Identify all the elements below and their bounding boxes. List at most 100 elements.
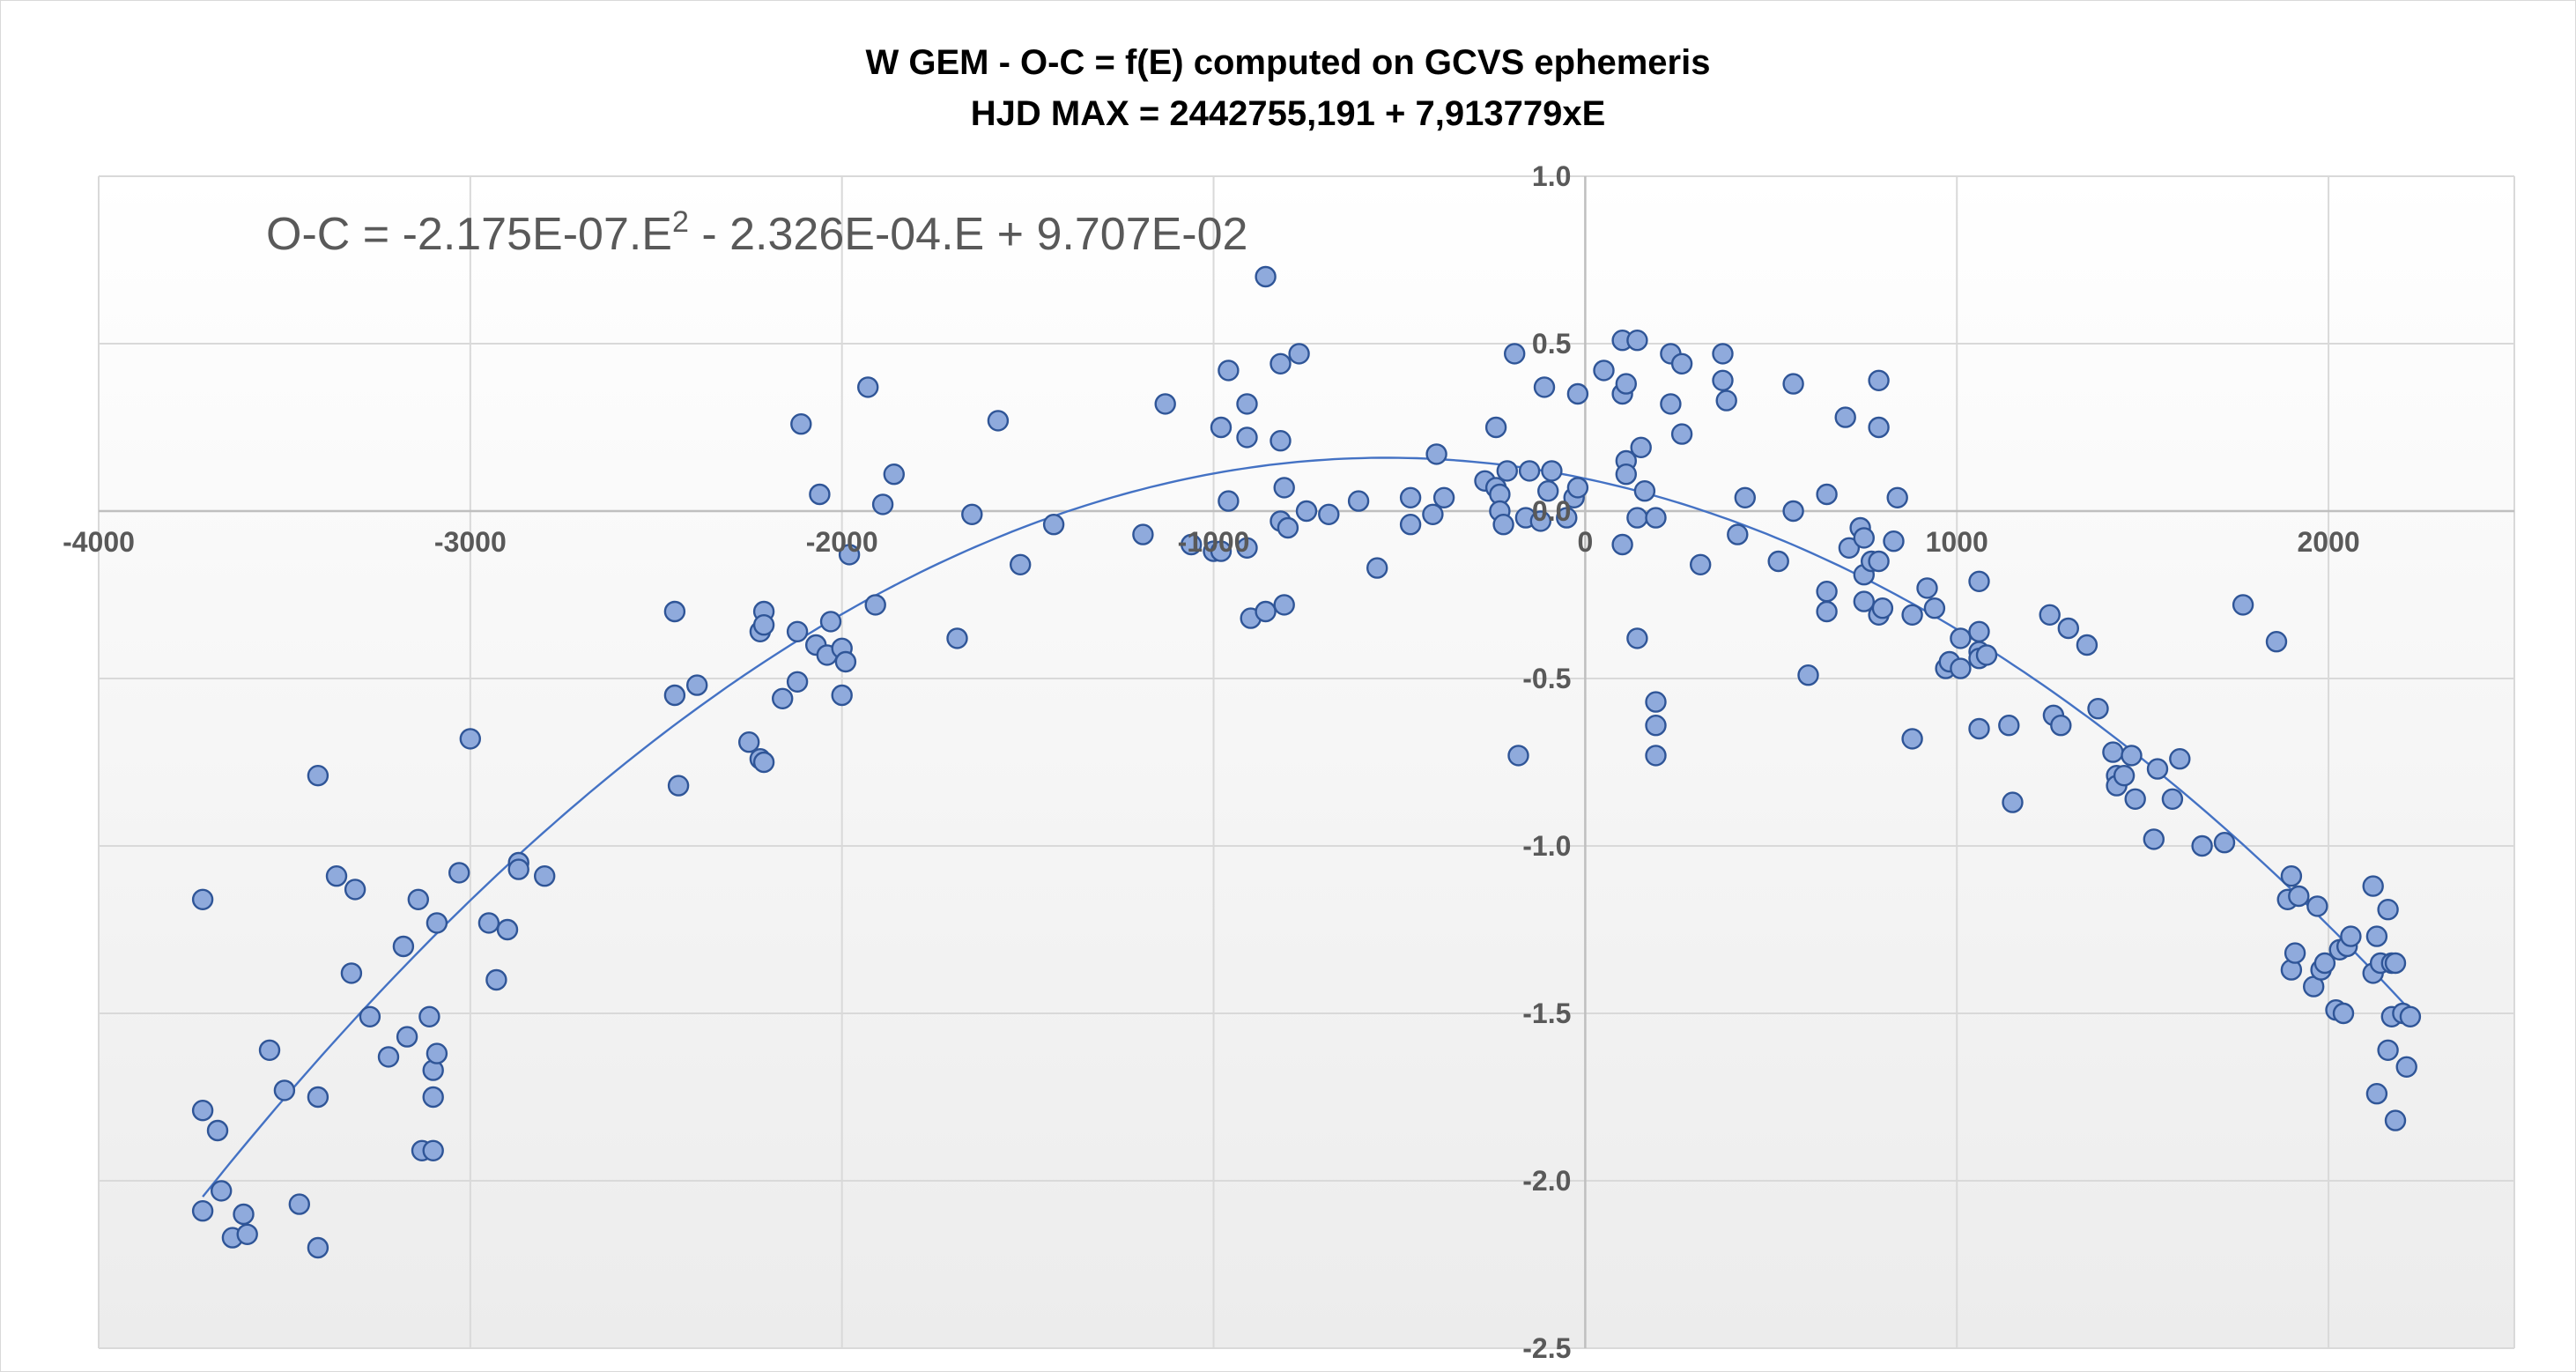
data-point: [738, 731, 760, 753]
data-point: [2306, 895, 2328, 917]
data-point: [1868, 416, 1890, 439]
data-point: [396, 1026, 418, 1048]
data-point: [1484, 416, 1507, 439]
equation-exponent: 2: [672, 205, 689, 239]
data-point: [2113, 765, 2136, 787]
trendline-equation: O-C = -2.175E-07.E2 - 2.326E-04.E + 9.70…: [266, 205, 1247, 260]
data-point: [307, 1236, 329, 1259]
data-point: [477, 912, 500, 934]
data-point: [1797, 664, 1819, 686]
data-point: [663, 600, 686, 623]
data-point: [1347, 490, 1370, 512]
data-point: [1853, 590, 1876, 612]
data-point: [2039, 604, 2061, 626]
data-point: [206, 1119, 229, 1142]
data-point: [1630, 436, 1652, 458]
x-tick-label: 0: [1577, 526, 1593, 558]
data-point: [1660, 393, 1682, 415]
data-point: [786, 620, 809, 642]
data-point: [2146, 758, 2169, 780]
data-point: [2213, 832, 2236, 854]
data-point: [2087, 698, 2109, 720]
data-point: [1318, 503, 1340, 525]
data-point: [987, 410, 1010, 432]
data-point: [1834, 406, 1856, 428]
data-point: [392, 935, 415, 958]
data-point: [883, 464, 905, 486]
data-point: [359, 1005, 381, 1028]
chart-title-line2: HJD MAX = 2442755,191 + 7,913779xE: [971, 94, 1606, 133]
data-point: [418, 1005, 440, 1028]
data-point: [1767, 550, 1789, 573]
data-point: [2340, 925, 2362, 947]
data-point: [1816, 483, 1838, 506]
data-point: [1611, 533, 1633, 556]
data-point: [1689, 553, 1712, 575]
data-point: [1645, 691, 1667, 713]
data-point: [2332, 1002, 2355, 1025]
x-tick-label: -2000: [806, 526, 878, 558]
y-tick-label: -2.5: [1522, 1332, 1571, 1364]
y-tick-label: 0.5: [1532, 328, 1571, 360]
data-point: [1968, 717, 1990, 740]
data-point: [1422, 503, 1444, 525]
data-point: [1503, 343, 1526, 365]
data-point: [2313, 952, 2336, 975]
data-point: [2384, 952, 2407, 975]
data-point: [2191, 834, 2213, 857]
data-point: [1670, 352, 1693, 375]
data-point: [325, 865, 348, 887]
data-point: [1626, 330, 1648, 352]
y-tick-label: -0.5: [1522, 663, 1571, 694]
data-point: [1853, 527, 1876, 549]
data-point: [819, 611, 842, 633]
data-point: [686, 674, 708, 696]
data-point: [1975, 644, 1998, 666]
data-point: [1645, 715, 1667, 737]
data-point: [1492, 514, 1514, 536]
data-point: [1968, 620, 1990, 642]
data-point: [790, 413, 812, 435]
data-point: [2102, 741, 2124, 763]
data-point: [946, 627, 968, 649]
data-point: [2050, 715, 2072, 737]
data-point: [191, 888, 214, 910]
data-point: [1950, 657, 1972, 679]
data-point: [1366, 557, 1388, 579]
data-point: [2143, 828, 2165, 850]
data-point: [1154, 393, 1176, 415]
data-point: [1645, 745, 1667, 767]
data-point: [1566, 382, 1589, 405]
data-point: [1816, 581, 1838, 603]
data-point: [864, 594, 886, 616]
data-point: [752, 751, 775, 774]
data-point: [667, 775, 690, 797]
data-point: [1734, 486, 1757, 508]
data-point: [1288, 343, 1310, 365]
data-point: [1295, 500, 1318, 523]
data-point: [2377, 898, 2399, 921]
data-point: [1255, 600, 1277, 623]
data-point: [1132, 523, 1154, 545]
data-point: [663, 684, 686, 707]
equation-prefix: O-C = -2.175E-07.E: [266, 209, 672, 260]
data-point: [1645, 507, 1667, 529]
data-point: [1901, 728, 1923, 750]
data-point: [1009, 553, 1032, 575]
data-point: [1901, 604, 1923, 626]
chart-title-line1: W GEM - O-C = f(E) computed on GCVS ephe…: [866, 43, 1711, 82]
data-point: [1838, 537, 1861, 559]
data-point: [1782, 373, 1804, 395]
data-point: [210, 1180, 233, 1202]
data-point: [1727, 523, 1749, 545]
data-point: [1507, 745, 1529, 767]
data-point: [236, 1223, 258, 1246]
data-point: [1236, 426, 1258, 449]
data-points: [191, 265, 2422, 1259]
data-point: [1715, 389, 1737, 412]
data-point: [1883, 530, 1905, 553]
equation-suffix: - 2.326E-04.E + 9.707E-02: [689, 209, 1248, 260]
data-point: [1633, 480, 1656, 502]
x-tick-label: -4000: [63, 526, 135, 558]
